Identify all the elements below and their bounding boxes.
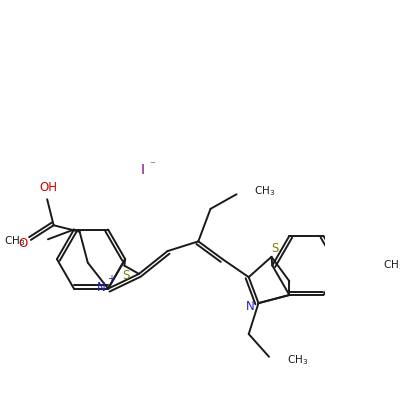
Text: S: S <box>122 269 130 282</box>
Text: S: S <box>271 242 278 255</box>
Text: N: N <box>97 280 106 294</box>
Text: CH$_3$: CH$_3$ <box>4 234 25 248</box>
Text: CH$_3$: CH$_3$ <box>383 258 400 272</box>
Text: CH$_3$: CH$_3$ <box>287 353 308 367</box>
Text: CH$_3$: CH$_3$ <box>254 184 276 198</box>
Text: ⁻: ⁻ <box>149 160 155 170</box>
Text: OH: OH <box>40 181 58 194</box>
Text: O: O <box>18 237 27 250</box>
Text: N: N <box>246 300 255 313</box>
Text: +: + <box>107 274 115 284</box>
Text: I: I <box>140 163 144 177</box>
